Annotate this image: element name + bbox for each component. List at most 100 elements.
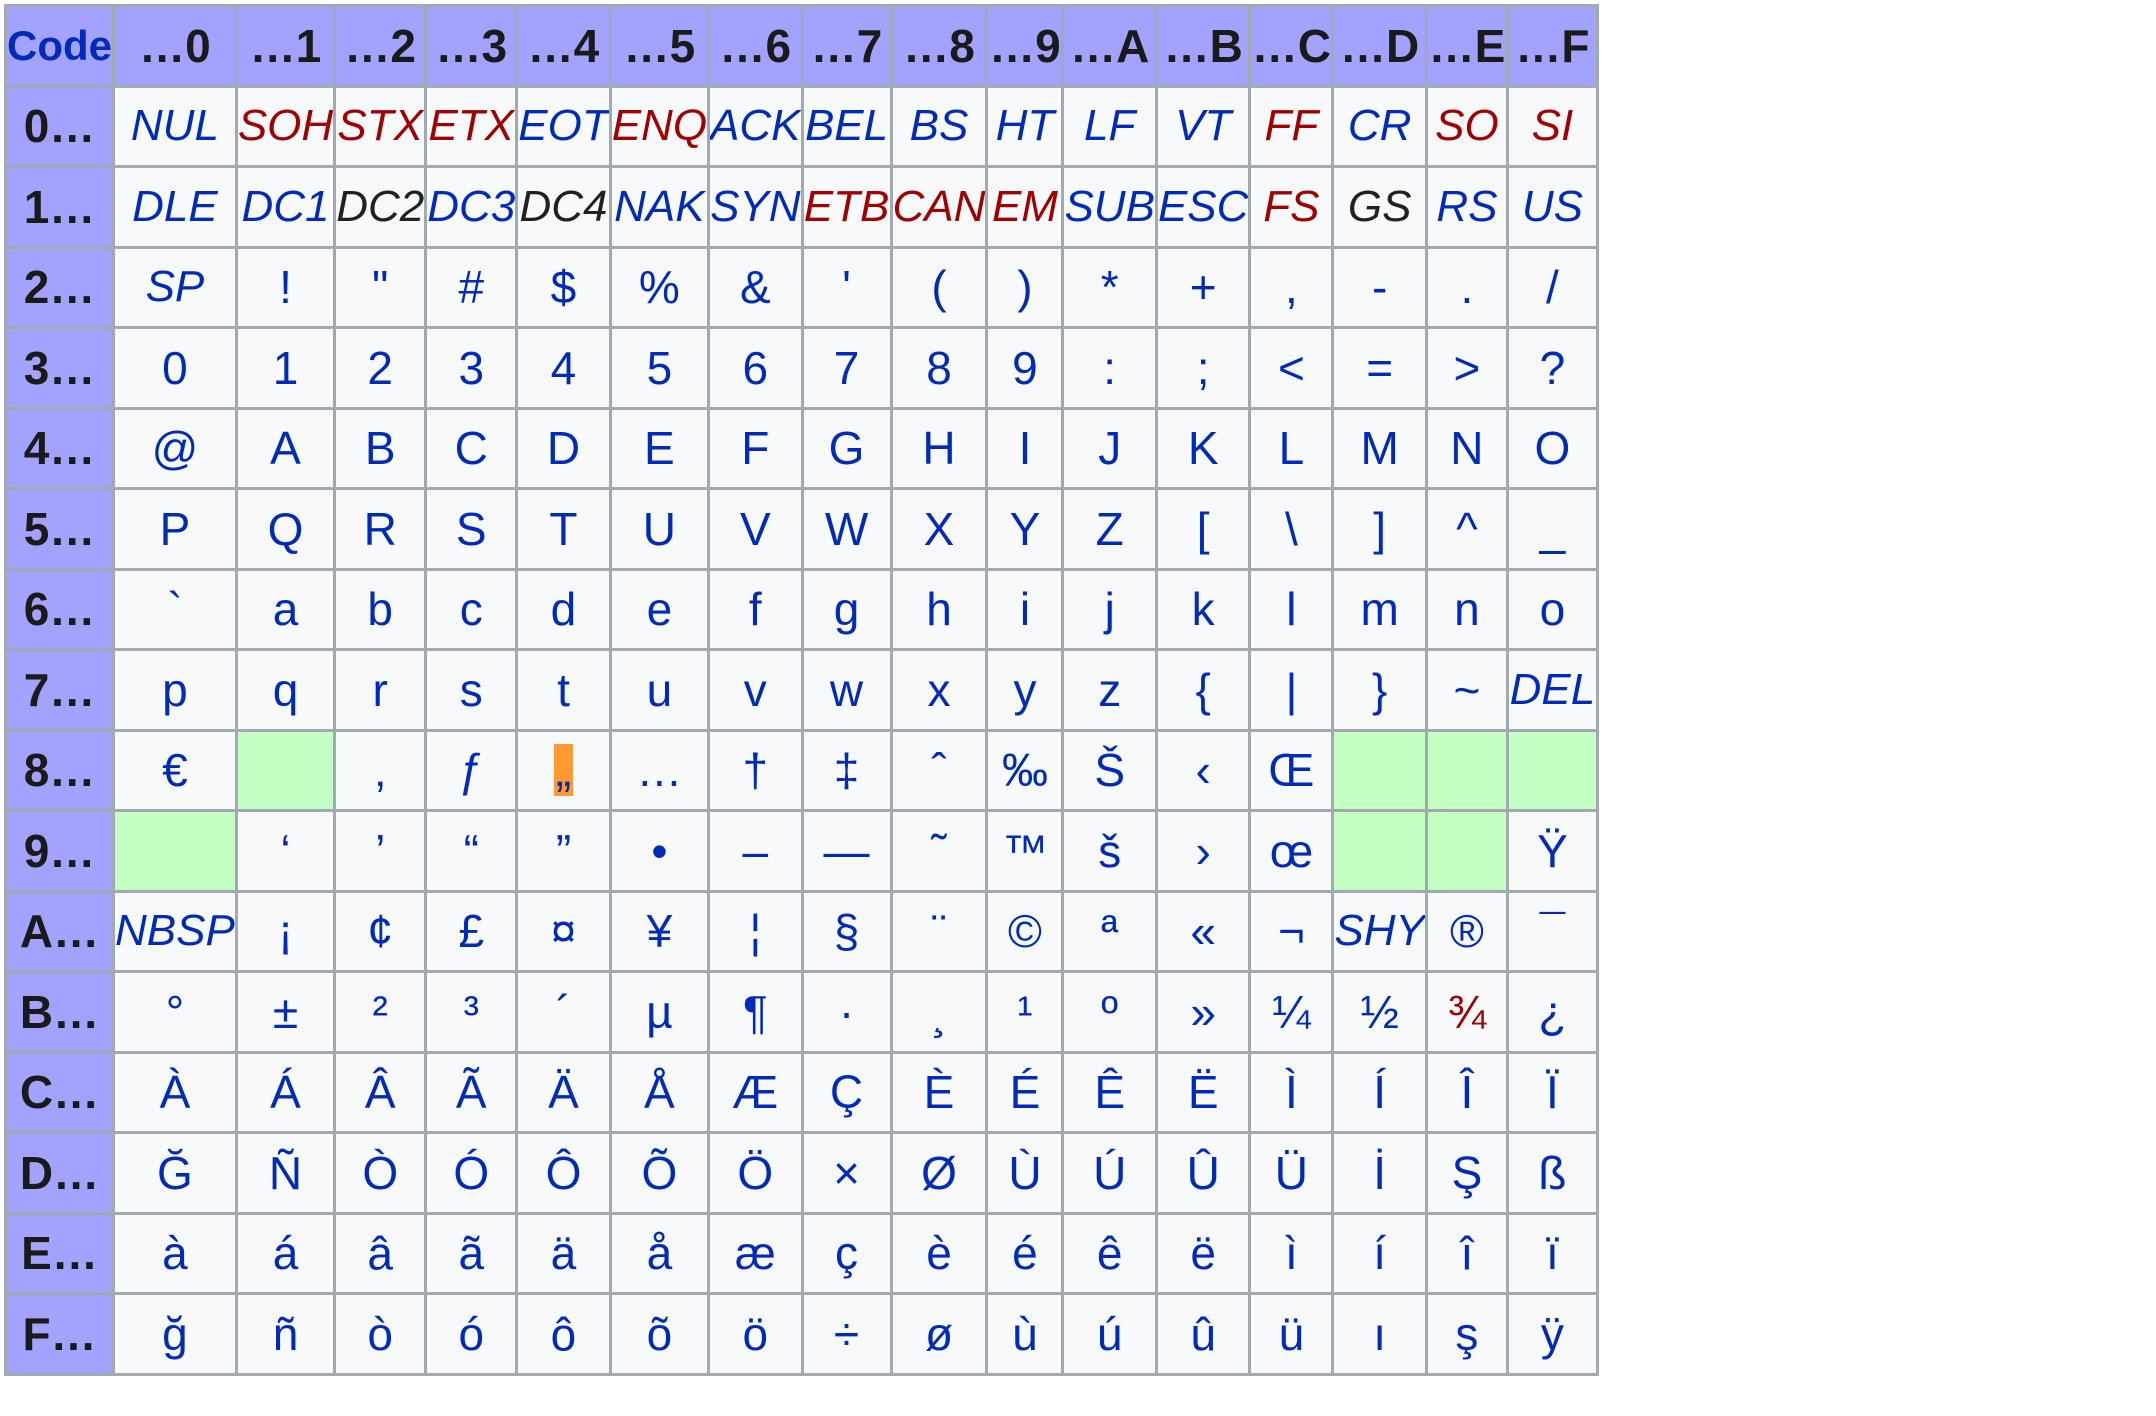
character-glyph: I <box>1018 422 1032 475</box>
character-cell: B <box>333 406 428 490</box>
character-cell: , <box>1248 245 1335 329</box>
control-code-cell: DEL <box>1505 648 1599 732</box>
character-glyph: ú <box>1096 1307 1123 1360</box>
character-glyph: NAK <box>614 181 705 231</box>
character-glyph: a <box>272 583 299 636</box>
column-header: …B <box>1154 4 1252 88</box>
character-cell: g <box>800 567 893 651</box>
control-code-cell: US <box>1505 165 1599 249</box>
character-cell: 4 <box>515 326 612 410</box>
character-glyph: | <box>1285 663 1298 716</box>
control-code-cell: GS <box>1331 165 1428 249</box>
character-cell: ' <box>800 245 893 329</box>
character-glyph: ¼ <box>1272 985 1311 1038</box>
character-cell: š <box>1061 809 1158 893</box>
character-glyph: Á <box>270 1066 301 1119</box>
control-code-cell: STX <box>333 84 428 168</box>
character-glyph: Ä <box>548 1066 579 1119</box>
control-code-cell: BS <box>889 84 989 168</box>
character-cell: > <box>1424 326 1509 410</box>
character-cell: Ü <box>1248 1131 1335 1215</box>
character-glyph: 6 <box>742 341 769 394</box>
character-glyph: ª <box>1101 905 1119 958</box>
character-glyph: « <box>1190 905 1216 958</box>
character-glyph: u <box>646 663 673 716</box>
character-glyph: g <box>833 583 860 636</box>
character-cell: ê <box>1061 1211 1158 1295</box>
column-header: …1 <box>234 4 337 88</box>
character-cell: û <box>1154 1292 1252 1376</box>
character-glyph: * <box>1100 261 1119 314</box>
character-glyph: ç <box>835 1227 859 1280</box>
character-glyph: GS <box>1347 181 1412 231</box>
character-glyph: G <box>828 422 865 475</box>
column-header: …8 <box>889 4 989 88</box>
character-cell: ¿ <box>1505 970 1599 1054</box>
character-cell: - <box>1331 245 1428 329</box>
character-glyph: w <box>829 663 864 716</box>
character-glyph: Ï <box>1546 1066 1559 1119</box>
character-cell: V <box>707 487 804 571</box>
undefined-cell <box>1424 809 1509 893</box>
character-glyph: Ì <box>1285 1066 1298 1119</box>
character-glyph: y <box>1013 663 1037 716</box>
character-glyph: B <box>364 422 396 475</box>
undefined-cell <box>1331 809 1428 893</box>
character-cell: ” <box>515 809 612 893</box>
character-cell: H <box>889 406 989 490</box>
row-header: A… <box>4 889 115 973</box>
character-cell: Ú <box>1061 1131 1158 1215</box>
character-cell: " <box>333 245 428 329</box>
character-cell: G <box>800 406 893 490</box>
character-cell: & <box>707 245 804 329</box>
column-header: …C <box>1248 4 1335 88</box>
row-header: 4… <box>4 406 115 490</box>
character-glyph: É <box>1009 1066 1041 1119</box>
character-glyph: Õ <box>641 1146 678 1199</box>
character-glyph: Ê <box>1094 1066 1126 1119</box>
character-cell: œ <box>1248 809 1335 893</box>
character-glyph: US <box>1521 181 1583 231</box>
character-cell: ( <box>889 245 989 329</box>
character-cell: q <box>234 648 337 732</box>
character-glyph: HT <box>995 101 1055 151</box>
column-header: …E <box>1424 4 1509 88</box>
character-glyph: Ñ <box>268 1146 303 1199</box>
character-glyph: 2 <box>367 341 393 394</box>
character-glyph: ˆ <box>931 744 947 797</box>
character-cell: ] <box>1331 487 1428 571</box>
control-code-cell: ETX <box>424 84 519 168</box>
character-glyph: ö <box>742 1307 769 1360</box>
character-glyph: ¾ <box>1447 985 1487 1038</box>
character-glyph: EM <box>991 181 1058 231</box>
character-cell: Ì <box>1248 1050 1335 1134</box>
character-glyph: @ <box>151 422 199 475</box>
character-glyph: X <box>923 502 955 555</box>
row-header: 1… <box>4 165 115 249</box>
character-cell: « <box>1154 889 1252 973</box>
character-glyph: Ô <box>545 1146 582 1199</box>
character-glyph: 1 <box>272 341 299 394</box>
character-glyph: ' <box>842 261 851 314</box>
character-cell: ô <box>515 1292 612 1376</box>
character-glyph: Ù <box>1008 1146 1042 1199</box>
character-glyph: õ <box>646 1307 673 1360</box>
character-glyph: J <box>1098 422 1122 475</box>
control-code-cell: SOH <box>234 84 337 168</box>
character-glyph: Â <box>364 1066 396 1119</box>
table-row: 7… p q r s t u v w x y z {|} ~ DEL <box>4 648 1599 732</box>
character-glyph: E <box>644 422 675 475</box>
character-glyph: ‡ <box>833 744 860 797</box>
character-glyph: 0 <box>162 341 188 394</box>
character-glyph: k <box>1191 583 1215 636</box>
character-glyph: ¨ <box>931 905 947 958</box>
character-glyph: _ <box>1539 502 1566 555</box>
character-cell: ¸ <box>889 970 989 1054</box>
table-row: 3… 0 1 2 3 4 5 6 7 8 9:; < = >? <box>4 326 1599 410</box>
control-code-cell: RS <box>1424 165 1509 249</box>
character-glyph: SHY <box>1334 906 1425 956</box>
character-cell: ‹ <box>1154 728 1252 812</box>
character-cell: Ë <box>1154 1050 1252 1134</box>
character-cell: _ <box>1505 487 1599 571</box>
character-glyph: # <box>458 261 485 314</box>
